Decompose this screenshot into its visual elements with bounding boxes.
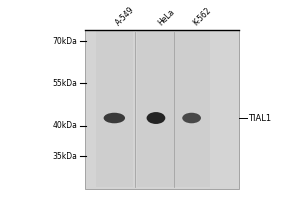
FancyBboxPatch shape <box>85 30 239 189</box>
Text: 55kDa: 55kDa <box>52 79 77 88</box>
Ellipse shape <box>147 112 165 124</box>
Ellipse shape <box>182 113 201 123</box>
Ellipse shape <box>103 113 125 123</box>
Text: 70kDa: 70kDa <box>52 37 77 46</box>
Text: 35kDa: 35kDa <box>52 152 77 161</box>
Text: HeLa: HeLa <box>156 8 176 28</box>
FancyBboxPatch shape <box>137 30 175 187</box>
Text: K-562: K-562 <box>192 6 213 28</box>
Text: 40kDa: 40kDa <box>52 121 77 130</box>
FancyBboxPatch shape <box>96 30 133 187</box>
Text: A-549: A-549 <box>114 6 136 28</box>
FancyBboxPatch shape <box>173 30 210 187</box>
Text: TIAL1: TIAL1 <box>248 114 271 123</box>
